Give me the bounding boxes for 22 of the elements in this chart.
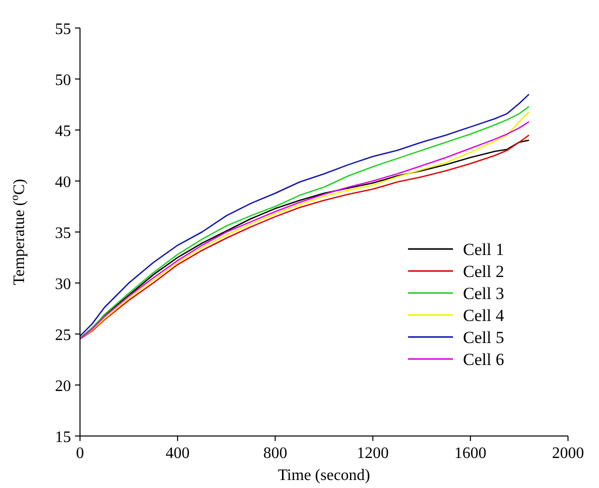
y-tick-label: 15 (55, 429, 71, 446)
legend-label: Cell 1 (463, 240, 504, 259)
y-tick-label: 35 (55, 225, 71, 242)
legend-label: Cell 2 (463, 262, 504, 281)
y-tick-label: 25 (55, 327, 71, 344)
y-tick-label: 55 (55, 21, 71, 38)
legend-label: Cell 5 (463, 328, 504, 347)
y-tick-label: 40 (55, 174, 71, 191)
legend-label: Cell 3 (463, 284, 504, 303)
x-tick-label: 1600 (454, 445, 486, 462)
x-tick-label: 2000 (552, 445, 584, 462)
legend-label: Cell 4 (463, 306, 505, 325)
x-tick-label: 0 (76, 445, 84, 462)
x-tick-label: 1200 (356, 445, 389, 462)
x-axis-title: Time (second) (278, 467, 370, 484)
y-tick-label: 50 (55, 72, 71, 89)
y-tick-label: 20 (55, 378, 71, 395)
y-tick-label: 30 (55, 276, 71, 293)
y-tick-label: 45 (55, 123, 71, 140)
x-tick-label: 400 (166, 445, 190, 462)
x-tick-label: 800 (263, 445, 288, 462)
legend-label: Cell 6 (463, 350, 504, 369)
